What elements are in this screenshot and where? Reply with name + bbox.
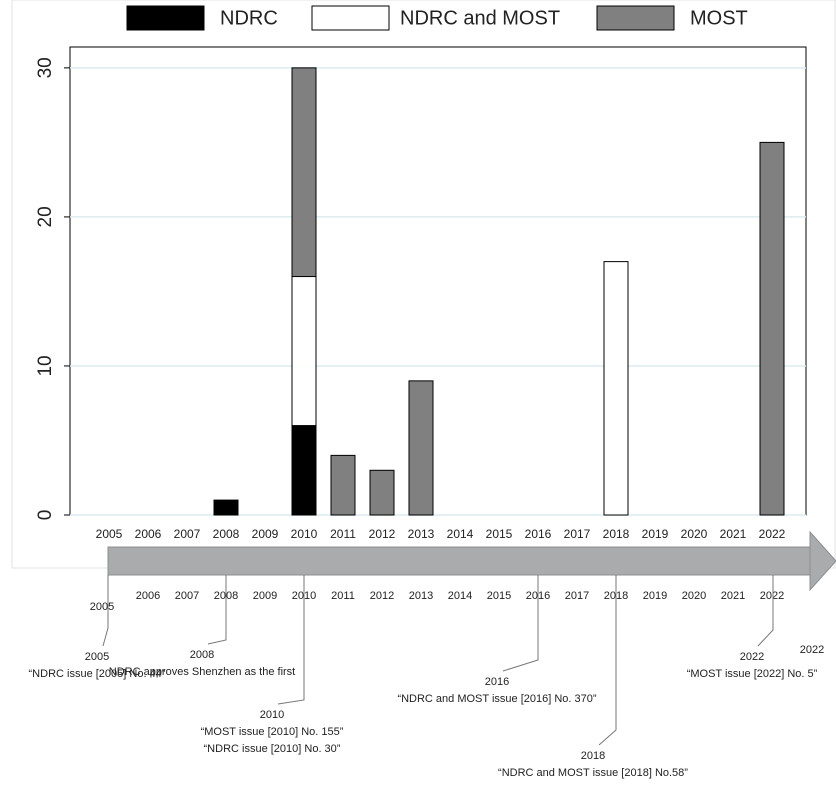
y-tick-label: 20: [35, 206, 56, 227]
plot-area: [69, 46, 807, 516]
event-text: NDRC approves Shenzhen as the first: [109, 666, 295, 678]
x-tick-label: 2007: [174, 527, 201, 541]
timeline-year: 2015: [487, 590, 511, 602]
bar-segment: [759, 141, 785, 516]
timeline-year: 2011: [331, 590, 355, 602]
timeline-year: 2019: [643, 590, 667, 602]
timeline-year: 2020: [682, 590, 706, 602]
event-year: 2008: [190, 649, 214, 661]
event-text: “MOST issue [2010] No. 155”: [201, 726, 344, 738]
x-tick-label: 2014: [447, 527, 474, 541]
x-tick-label: 2018: [603, 527, 630, 541]
x-tick-label: 2011: [330, 527, 356, 541]
event-year: 2005: [85, 651, 109, 663]
legend-swatch: [596, 5, 675, 31]
event-year: 2018: [581, 750, 605, 762]
event-year: 2022: [740, 651, 764, 663]
x-tick-label: 2016: [525, 527, 552, 541]
timeline-year: 2005: [90, 601, 114, 613]
event-connector: [598, 575, 617, 746]
timeline-end-label: 2022: [800, 644, 824, 656]
legend-swatch: [311, 5, 390, 31]
x-tick-label: 2010: [291, 527, 318, 541]
bar-segment: [291, 425, 317, 516]
x-tick-label: 2006: [135, 527, 162, 541]
legend-label: NDRC: [220, 7, 278, 29]
bar-segment: [291, 67, 317, 278]
bar-segment: [408, 380, 434, 516]
event-text: “NDRC issue [2005] No. 44”: [29, 668, 166, 680]
timeline-year: 2014: [448, 590, 472, 602]
timeline-arrow-head: [809, 530, 836, 592]
event-connector: [502, 575, 539, 672]
timeline-year: 2007: [175, 590, 199, 602]
x-tick-label: 2013: [408, 527, 435, 541]
legend-label: NDRC and MOST: [400, 7, 560, 29]
event-text: “NDRC and MOST issue [2016] No. 370”: [397, 693, 596, 705]
event-year: 2010: [260, 709, 284, 721]
event-year: 2016: [485, 676, 509, 688]
timeline-year: 2006: [136, 590, 160, 602]
timeline-arrow: [107, 546, 813, 576]
y-tick-label: 0: [35, 510, 56, 521]
x-tick-label: 2015: [486, 527, 513, 541]
timeline-year: 2013: [409, 590, 433, 602]
event-connector: [207, 575, 227, 645]
x-tick-label: 2021: [720, 527, 747, 541]
event-connector: [102, 575, 109, 647]
x-tick-label: 2022: [759, 527, 786, 541]
x-tick-label: 2020: [681, 527, 708, 541]
legend-label: MOST: [690, 7, 748, 29]
x-tick-label: 2005: [96, 527, 123, 541]
timeline-year: 2012: [370, 590, 394, 602]
event-text: “MOST issue [2022] No. 5”: [687, 668, 818, 680]
bar-segment: [291, 276, 317, 427]
legend-swatch: [126, 5, 205, 31]
event-connector: [757, 575, 774, 647]
x-tick-label: 2017: [564, 527, 591, 541]
bar-segment: [213, 499, 239, 516]
event-text: “NDRC issue [2010] No. 30”: [204, 743, 341, 755]
x-tick-label: 2012: [369, 527, 396, 541]
bar-segment: [330, 454, 356, 516]
timeline-year: 2022: [760, 590, 784, 602]
bar-segment: [603, 261, 629, 516]
y-tick-label: 30: [35, 57, 56, 78]
timeline-year: 2017: [565, 590, 589, 602]
x-tick-label: 2008: [213, 527, 240, 541]
x-tick-label: 2009: [252, 527, 279, 541]
timeline-year: 2009: [253, 590, 277, 602]
y-tick-label: 10: [35, 355, 56, 376]
event-text: “NDRC and MOST issue [2018] No.58”: [498, 767, 688, 779]
x-tick-label: 2019: [642, 527, 669, 541]
event-connector: [277, 575, 305, 705]
timeline-year: 2021: [721, 590, 745, 602]
bar-segment: [369, 469, 395, 516]
